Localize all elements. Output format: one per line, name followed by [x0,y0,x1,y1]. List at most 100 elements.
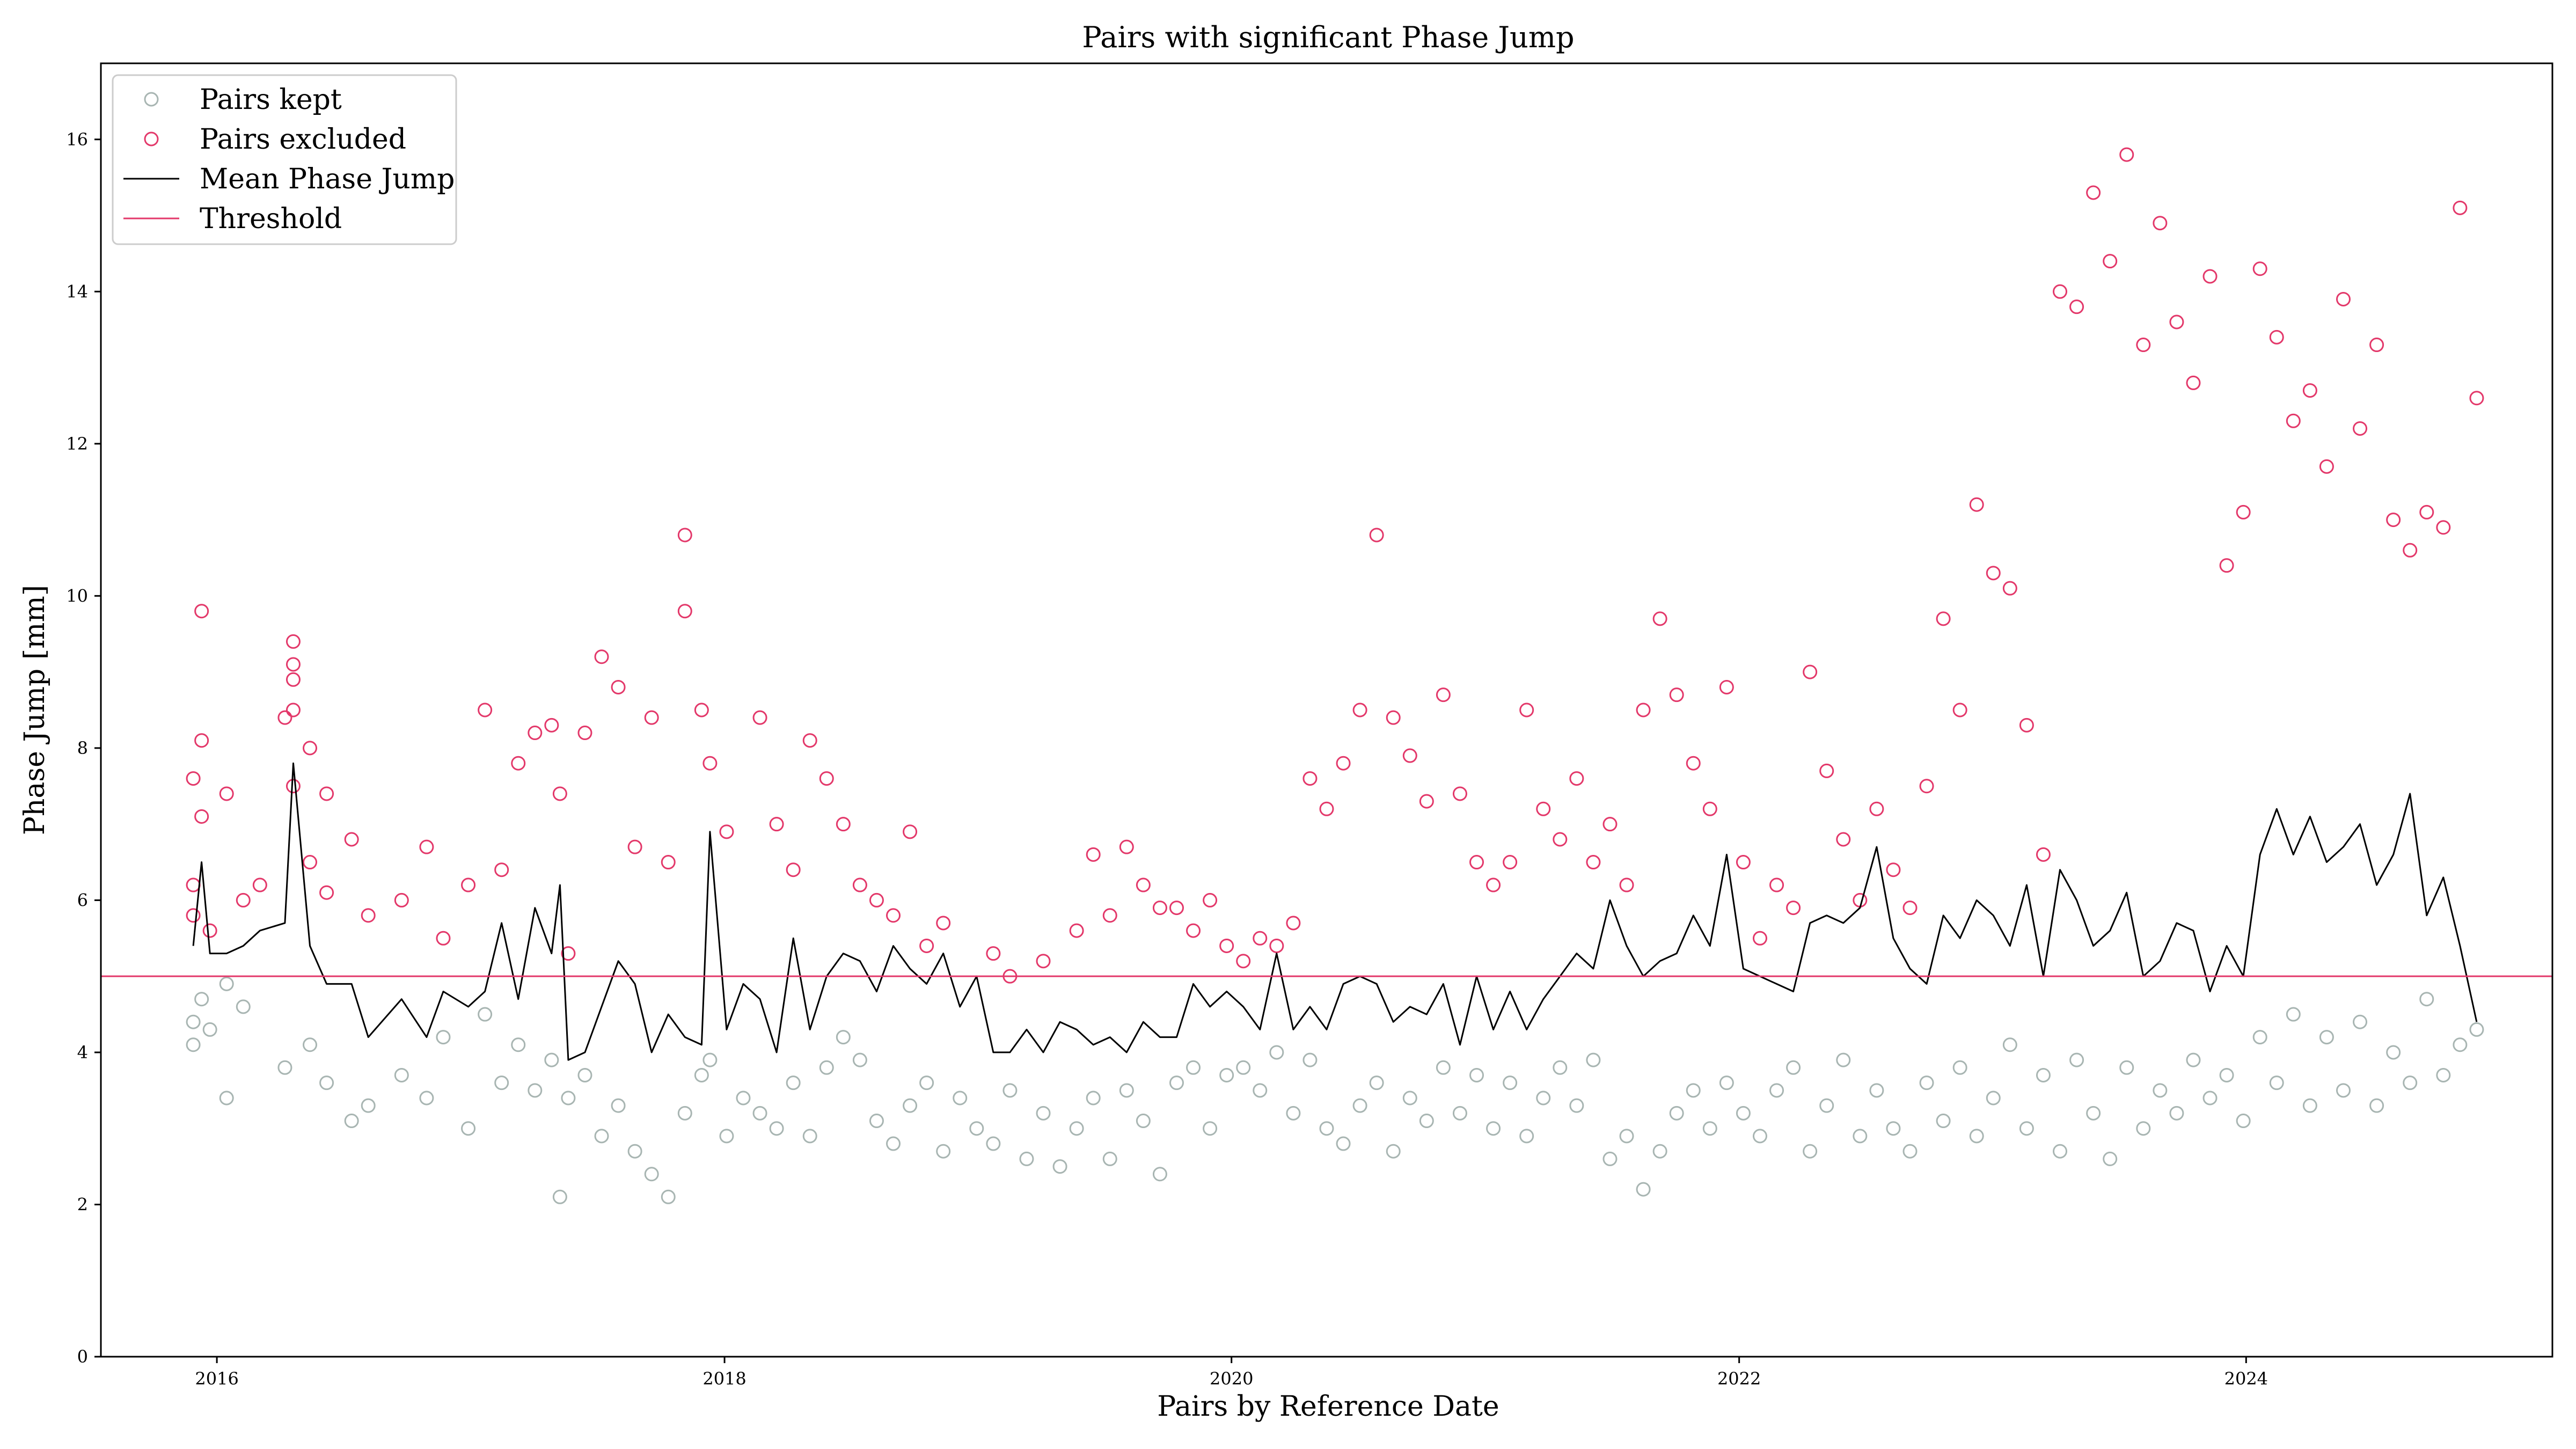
kept-point [2103,1151,2118,1166]
kept-point [219,1091,234,1106]
excluded-point [903,824,918,839]
kept-point [1886,1121,1901,1136]
kept-point [2169,1106,2184,1121]
kept-point [852,1052,867,1067]
kept-point [1019,1151,1034,1166]
excluded-point [544,718,559,733]
kept-point [1869,1083,1884,1098]
excluded-point [1152,901,1167,916]
kept-point [786,1075,801,1091]
excluded-point [552,786,567,801]
y-tick-label: 8 [77,738,88,758]
excluded-point [2069,299,2084,314]
kept-point [1803,1144,1818,1159]
kept-point [478,1007,493,1022]
kept-point [303,1037,318,1052]
mean-phase-jump-line [192,762,2478,1061]
excluded-point [2169,314,2184,330]
kept-point [236,999,251,1014]
excluded-point [2236,504,2251,519]
kept-point [1219,1067,1234,1082]
excluded-point [802,733,817,748]
excluded-point [344,832,359,847]
kept-point [2252,1030,2267,1045]
kept-point [544,1052,559,1067]
excluded-point [1536,801,1551,816]
excluded-point [2353,421,2368,436]
excluded-point [528,726,543,741]
kept-point [1686,1083,1701,1098]
kept-point [1152,1167,1167,1182]
kept-point [202,1022,217,1037]
kept-point [361,1098,376,1113]
y-axis-label: Phase Jump [mm] [19,585,51,835]
excluded-point [2202,269,2218,284]
excluded-point [2336,291,2351,306]
excluded-point [677,604,692,619]
kept-point [2236,1114,2251,1129]
kept-point [1469,1067,1484,1082]
excluded-point [1569,771,1584,786]
kept-point [611,1098,626,1113]
kept-point [1269,1045,1284,1060]
y-tick-label: 12 [66,434,88,454]
kept-point [969,1121,984,1136]
kept-point [677,1106,692,1121]
excluded-point [986,946,1001,961]
kept-point [1452,1106,1467,1121]
excluded-point [1186,923,1201,938]
excluded-point [1369,528,1384,543]
excluded-point [852,877,867,892]
kept-point [1553,1060,1568,1075]
kept-point [1253,1083,1268,1098]
kept-point [1352,1098,1367,1113]
excluded-point [186,771,201,786]
excluded-point [286,702,301,718]
excluded-point [1402,748,1417,763]
kept-point [1486,1121,1501,1136]
excluded-point [1236,954,1251,969]
excluded-point [494,862,509,877]
kept-point [1836,1052,1851,1067]
kept-point [661,1189,676,1204]
excluded-point [2436,520,2451,535]
chart-title: Pairs with significant Phase Jump [1082,20,1574,54]
excluded-point [677,528,692,543]
excluded-point [1519,702,1534,718]
kept-point [644,1167,659,1182]
legend-box [112,74,457,245]
kept-point [2069,1052,2084,1067]
excluded-point [2053,284,2068,299]
legend-threshold-label: Threshold [200,203,342,235]
excluded-point [769,817,784,832]
excluded-point [936,916,951,931]
kept-point [394,1067,409,1082]
excluded-point [1636,702,1651,718]
kept-point [577,1067,592,1082]
kept-point [1036,1106,1051,1121]
excluded-point [1469,855,1484,870]
excluded-point [1952,702,1967,718]
kept-point [1186,1060,1201,1075]
kept-point [903,1098,918,1113]
kept-point [2369,1098,2384,1113]
kept-point [986,1136,1001,1151]
excluded-point [419,839,434,854]
excluded-point [1686,756,1701,771]
kept-point [819,1060,834,1075]
kept-point [319,1075,334,1091]
excluded-point [561,946,576,961]
excluded-point [252,877,267,892]
kept-point [2336,1083,2351,1098]
excluded-point [286,672,301,687]
excluded-point [627,839,642,854]
excluded-point [1203,892,1218,908]
kept-point [2219,1067,2234,1082]
excluded-point [577,726,592,741]
excluded-point [1386,710,1401,725]
y-tick-label: 16 [66,129,88,150]
kept-point [1052,1159,1067,1174]
kept-point [1419,1114,1434,1129]
kept-point [594,1129,609,1144]
kept-point [219,976,234,991]
